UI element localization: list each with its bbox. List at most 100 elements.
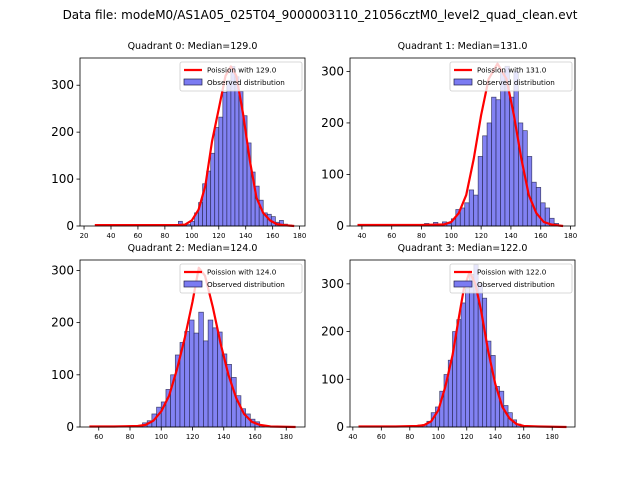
histogram-bar (535, 186, 542, 227)
histogram-bar (222, 91, 228, 227)
subplot-quadrant-0: Quadrant 0: Median=129.0 20 40 60 80 100 120 14… (51, 41, 306, 240)
x-tick-label: 120 (460, 433, 473, 441)
legend: Poission with 122.0 Observed distribution (449, 263, 573, 294)
y-tick-label: 300 (51, 78, 74, 92)
histogram-bar (214, 127, 220, 227)
x-tick-label: 120 (212, 232, 225, 240)
x-tick-label: 60 (387, 232, 396, 240)
histogram-bar (456, 319, 462, 428)
histogram-bar (518, 122, 524, 227)
legend: Poission with 124.0 Observed distribution (179, 263, 303, 294)
histogram-bar (495, 99, 501, 227)
x-tick-label: 100 (155, 433, 168, 441)
x-tick-label: 120 (186, 433, 199, 441)
legend-label-poisson: Poission with 129.0 (207, 66, 277, 75)
histogram-bar (460, 302, 466, 428)
legend-box (449, 263, 573, 294)
y-tick-label: 200 (51, 316, 74, 330)
x-tick-label: 80 (417, 232, 426, 240)
x-tick-label: 40 (107, 232, 116, 240)
histogram-bar (226, 80, 232, 227)
histogram-bar (207, 319, 214, 428)
x-tick-label: 80 (160, 232, 169, 240)
legend-box (179, 61, 303, 92)
y-tick-label: 100 (321, 372, 344, 386)
legend-bar-swatch (453, 78, 473, 86)
y-tick-label: 300 (321, 277, 344, 291)
histogram-bar (500, 71, 506, 227)
legend-label-observed: Observed distribution (207, 280, 285, 289)
y-tick-label: 200 (321, 325, 344, 339)
histogram-bar (464, 288, 470, 428)
x-tick-label: 100 (185, 232, 198, 240)
legend-label-observed: Observed distribution (477, 78, 555, 87)
x-tick-label: 100 (432, 433, 445, 441)
poisson-curve (94, 65, 295, 228)
y-tick-label: 100 (321, 167, 344, 181)
x-tick-label: 60 (94, 433, 103, 441)
x-tick-label: 180 (293, 232, 306, 240)
x-tick-label: 100 (445, 232, 458, 240)
y-tick-label: 300 (321, 64, 344, 78)
y-tick-label: 100 (51, 368, 74, 382)
y-tick-label: 200 (51, 125, 74, 139)
subplot-quadrant-1: Quadrant 1: Median=131.0 40 60 80 100 120 140 1… (321, 41, 577, 240)
axes-frame (79, 57, 306, 227)
legend: Poission with 129.0 Observed distribution (179, 61, 303, 92)
legend-bar-swatch (183, 280, 203, 288)
subplot-title: Quadrant 3: Median=122.0 (398, 243, 528, 254)
x-tick-label: 140 (239, 232, 252, 240)
subplot-quadrant-2: Quadrant 2: Median=124.0 60 80 100 120 140 160… (51, 243, 306, 441)
subplot-title: Quadrant 2: Median=124.0 (128, 243, 258, 254)
x-tick-label: 140 (504, 232, 517, 240)
x-tick-label: 180 (280, 433, 293, 441)
histogram-bar (203, 340, 209, 428)
histogram-bar (198, 311, 204, 428)
y-tick-label: 300 (51, 263, 74, 277)
legend-label-poisson: Poission with 131.0 (477, 66, 547, 75)
x-tick-label: 40 (348, 433, 357, 441)
axes-frame (349, 259, 576, 428)
axes-frame (349, 57, 576, 227)
x-tick-label: 140 (489, 433, 502, 441)
x-tick-label: 60 (377, 433, 386, 441)
legend-label-observed: Observed distribution (477, 280, 555, 289)
x-tick-label: 180 (546, 433, 559, 441)
histogram-bar (486, 122, 492, 227)
histogram-bar (189, 319, 195, 428)
legend-bar-swatch (453, 280, 473, 288)
x-tick-label: 160 (517, 433, 530, 441)
histogram-bar (218, 116, 224, 227)
x-tick-label: 140 (217, 433, 230, 441)
histogram-bar (468, 189, 475, 227)
legend-label-poisson: Poission with 124.0 (207, 268, 277, 277)
y-tick-label: 100 (51, 172, 74, 186)
subplot-title: Quadrant 1: Median=131.0 (398, 41, 528, 52)
legend-label-poisson: Poission with 122.0 (477, 268, 547, 277)
y-tick-label: 0 (66, 420, 74, 434)
y-tick-label: 0 (336, 219, 344, 233)
histogram-bar (482, 135, 488, 227)
subplot-title: Quadrant 0: Median=129.0 (128, 41, 258, 52)
y-tick-label: 0 (66, 219, 74, 233)
x-tick-label: 60 (133, 232, 142, 240)
x-tick-label: 20 (80, 232, 89, 240)
histogram-bar (469, 273, 475, 428)
histogram-bar (477, 156, 483, 227)
x-tick-label: 160 (534, 232, 547, 240)
x-tick-label: 80 (405, 433, 414, 441)
histogram-bar (184, 331, 190, 428)
histogram-bar (212, 327, 218, 428)
x-tick-label: 160 (266, 232, 279, 240)
x-tick-label: 180 (564, 232, 577, 240)
histogram-bar (473, 194, 479, 227)
figure-title: Data file: modeM0/AS1A05_025T04_90000031… (62, 8, 578, 22)
x-tick-label: 160 (248, 433, 261, 441)
legend-bar-swatch (183, 78, 203, 86)
legend-box (179, 263, 303, 294)
y-tick-label: 200 (321, 116, 344, 130)
histogram-bar (513, 71, 519, 227)
x-tick-label: 40 (357, 232, 366, 240)
x-tick-label: 80 (126, 433, 135, 441)
